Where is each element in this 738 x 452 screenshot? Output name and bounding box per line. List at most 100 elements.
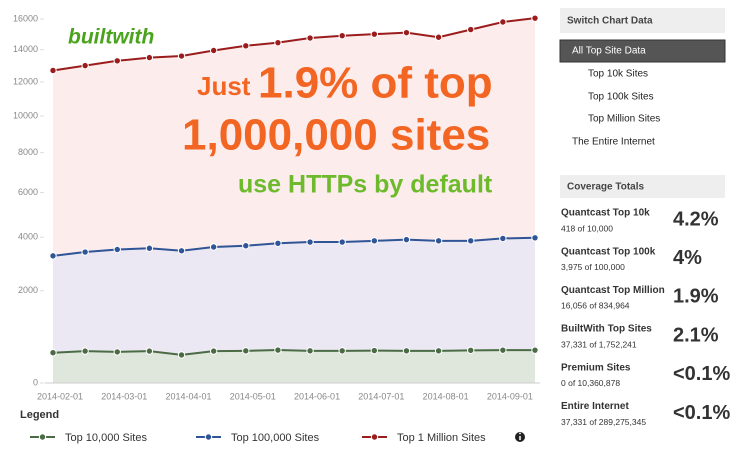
x-tick-label: 2014-04-01 [166, 391, 212, 401]
x-tick-label: 2014-02-01 [37, 391, 83, 401]
panel-title: Coverage Totals [567, 182, 644, 193]
coverage-value: 4% [673, 247, 702, 269]
panel-header [560, 175, 725, 198]
data-point[interactable] [274, 38, 282, 47]
x-tick-label: 2014-07-01 [358, 391, 404, 401]
data-point[interactable] [177, 351, 186, 359]
y-tick-label: 12000 [13, 76, 38, 86]
data-point[interactable] [338, 238, 346, 246]
coverage-detail: 37,331 of 289,275,345 [561, 417, 646, 427]
x-tick-label: 2014-03-01 [101, 391, 147, 401]
x-tick-label: 2014-09-01 [487, 391, 533, 401]
data-point[interactable] [306, 347, 314, 355]
data-point[interactable] [274, 346, 282, 354]
data-point[interactable] [209, 46, 218, 55]
data-point[interactable] [242, 347, 250, 355]
coverage-value: 4.2% [673, 208, 719, 230]
chart-option[interactable]: All Top Site Data [572, 46, 646, 57]
data-point[interactable] [370, 346, 379, 355]
data-point[interactable] [531, 346, 539, 354]
series-line [52, 349, 535, 356]
data-point[interactable] [209, 243, 218, 251]
series-area [53, 350, 535, 383]
data-point[interactable] [177, 52, 186, 60]
data-point[interactable] [49, 66, 57, 75]
panel-title: Switch Chart Data [567, 16, 653, 27]
legend-label[interactable]: Top 100,000 Sites [231, 432, 320, 444]
chart-option[interactable]: The Entire Internet [572, 137, 655, 148]
y-tick-label: 2000 [18, 285, 38, 295]
data-point[interactable] [499, 18, 507, 26]
legend-dot [204, 433, 213, 441]
annotation: 1,000,000 sites [182, 111, 490, 160]
logo: builtwith [68, 26, 154, 49]
data-point[interactable] [274, 239, 282, 247]
data-point[interactable] [370, 237, 379, 245]
data-point[interactable] [402, 347, 411, 355]
data-point[interactable] [81, 61, 89, 70]
data-point[interactable] [145, 53, 154, 62]
coverage-detail: 0 of 10,360,878 [561, 378, 620, 388]
data-point[interactable] [499, 346, 507, 354]
data-point[interactable] [467, 25, 475, 34]
data-point[interactable] [499, 234, 507, 243]
coverage-value: <0.1% [673, 363, 730, 385]
annotation: 1.9% of top [258, 59, 493, 108]
data-point[interactable] [467, 346, 475, 355]
data-point[interactable] [306, 238, 314, 246]
series-line [52, 236, 536, 257]
data-point[interactable] [113, 245, 121, 254]
data-point[interactable] [113, 57, 121, 65]
y-tick-label: 10000 [13, 110, 38, 120]
data-point[interactable] [531, 14, 539, 22]
legend-title: Legend [20, 409, 59, 421]
annotation: use HTTPs by default [238, 171, 493, 199]
y-tick-label: 14000 [13, 44, 38, 54]
coverage-label: Premium Sites [561, 362, 631, 373]
data-point[interactable] [49, 349, 57, 357]
data-point[interactable] [242, 242, 250, 250]
chart-option[interactable]: Top 10k Sites [588, 69, 648, 80]
data-point[interactable] [81, 347, 89, 355]
y-tick-label: 0 [33, 377, 38, 387]
data-point[interactable] [145, 244, 154, 252]
data-point[interactable] [402, 235, 411, 244]
coverage-detail: 37,331 of 1,752,241 [561, 339, 637, 349]
data-point[interactable] [209, 347, 218, 355]
data-point[interactable] [145, 347, 154, 355]
x-tick-label: 2014-06-01 [294, 391, 340, 401]
coverage-label: Entire Internet [561, 401, 629, 412]
data-point[interactable] [531, 234, 539, 242]
coverage-value: 1.9% [673, 286, 719, 308]
data-point[interactable] [402, 28, 411, 37]
data-point[interactable] [242, 42, 250, 50]
panel-header [560, 8, 725, 33]
y-tick-label: 6000 [18, 187, 38, 197]
chart-option[interactable]: Top 100k Sites [588, 92, 654, 103]
data-point[interactable] [467, 237, 475, 245]
selected-option [559, 39, 726, 63]
coverage-detail: 3,975 of 100,000 [561, 262, 625, 272]
data-point[interactable] [338, 32, 346, 40]
coverage-label: Quantcast Top 100k [561, 246, 656, 257]
legend-label[interactable]: Top 1 Million Sites [397, 432, 486, 444]
chart-option[interactable]: Top Million Sites [588, 114, 660, 125]
data-point[interactable] [434, 237, 443, 245]
data-point[interactable] [81, 248, 89, 256]
coverage-label: Quantcast Top 10k [561, 208, 650, 219]
data-point[interactable] [49, 252, 57, 260]
data-point[interactable] [306, 34, 314, 42]
data-point[interactable] [370, 30, 379, 38]
data-point[interactable] [434, 33, 443, 41]
legend-label[interactable]: Top 10,000 Sites [65, 432, 147, 444]
data-point[interactable] [434, 347, 443, 355]
y-tick-label: 8000 [18, 147, 38, 157]
y-tick-label: 4000 [18, 232, 38, 242]
data-point[interactable] [338, 347, 346, 355]
coverage-value: 2.1% [673, 324, 719, 346]
coverage-detail: 16,056 of 834,964 [561, 301, 630, 311]
data-point[interactable] [113, 348, 121, 356]
data-point[interactable] [177, 247, 186, 255]
